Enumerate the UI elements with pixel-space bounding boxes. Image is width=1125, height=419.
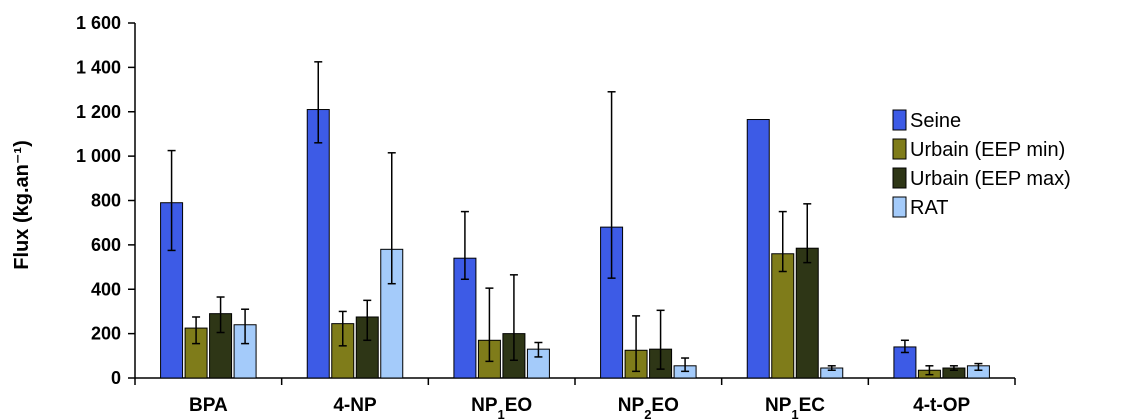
- legend-label: Seine: [910, 110, 961, 132]
- error-bar: [681, 357, 690, 373]
- error-bar: [338, 310, 347, 347]
- x-tick-label: NP2EO: [618, 395, 679, 419]
- legend-item: RAT: [892, 196, 949, 219]
- x-tick-label: 4-t-OP: [913, 395, 970, 416]
- legend-item: Urbain (EEP min): [892, 138, 1065, 161]
- legend-swatch: [892, 167, 907, 189]
- error-bar: [241, 308, 250, 345]
- error-bar: [974, 362, 983, 371]
- bar-seine: [746, 119, 770, 379]
- legend-label: RAT: [910, 197, 949, 219]
- error-bar: [827, 365, 836, 371]
- error-bar: [607, 91, 616, 279]
- y-axis-title: Flux (kg.an⁻¹): [11, 140, 33, 269]
- y-tick-label: 1 400: [76, 57, 121, 77]
- legend-label: Urbain (EEP max): [910, 168, 1071, 190]
- error-bar: [387, 152, 396, 285]
- y-axis: 0 200 400 600 800 1 000 1 200 1 400 1 600: [76, 13, 136, 388]
- error-bar: [803, 203, 812, 264]
- legend-item: Urbain (EEP max): [892, 167, 1071, 190]
- error-bar: [778, 210, 787, 273]
- legend: Seine Urbain (EEP min) Urbain (EEP max) RAT: [892, 109, 1071, 219]
- y-tick-label: 800: [91, 191, 121, 211]
- x-tick-label: BPA: [189, 395, 228, 416]
- error-bar: [534, 341, 543, 358]
- y-tick-label: 1 000: [76, 146, 121, 166]
- x-tick-label: NP1EO: [471, 395, 532, 419]
- error-bar: [925, 365, 934, 376]
- legend-label: Urbain (EEP min): [910, 139, 1065, 161]
- bar-seine: [306, 109, 330, 379]
- y-tick-label: 0: [111, 368, 121, 388]
- error-bar: [363, 299, 372, 342]
- y-tick-label: 1 200: [76, 102, 121, 122]
- error-bar: [900, 339, 909, 354]
- error-bar: [314, 61, 323, 144]
- error-bar: [632, 315, 641, 373]
- error-bar: [460, 210, 469, 281]
- y-tick-label: 600: [91, 235, 121, 255]
- legend-swatch: [892, 138, 907, 160]
- error-bar: [485, 287, 494, 363]
- x-tick-label: 4-NP: [333, 395, 377, 416]
- y-tick-label: 400: [91, 279, 121, 299]
- bar-urbain-eep-max: [795, 247, 819, 379]
- error-bar: [216, 296, 225, 334]
- x-axis: BPA 4-NP NP1EO NP2EO NP1EC 4-t-OP: [134, 377, 1016, 419]
- legend-item: Seine: [892, 109, 961, 132]
- error-bar: [656, 309, 665, 370]
- bar-urbain-eep-min: [771, 253, 795, 379]
- error-bar: [167, 149, 176, 252]
- legend-swatch: [892, 196, 907, 218]
- error-bar: [509, 274, 518, 361]
- x-tick-label: NP1EC: [765, 395, 825, 419]
- legend-swatch: [892, 109, 907, 131]
- bars: [160, 109, 990, 379]
- error-bars: [167, 61, 983, 376]
- y-tick-label: 200: [91, 324, 121, 344]
- error-bar: [949, 365, 958, 371]
- y-tick-label: 1 600: [76, 13, 121, 33]
- error-bar: [192, 316, 201, 345]
